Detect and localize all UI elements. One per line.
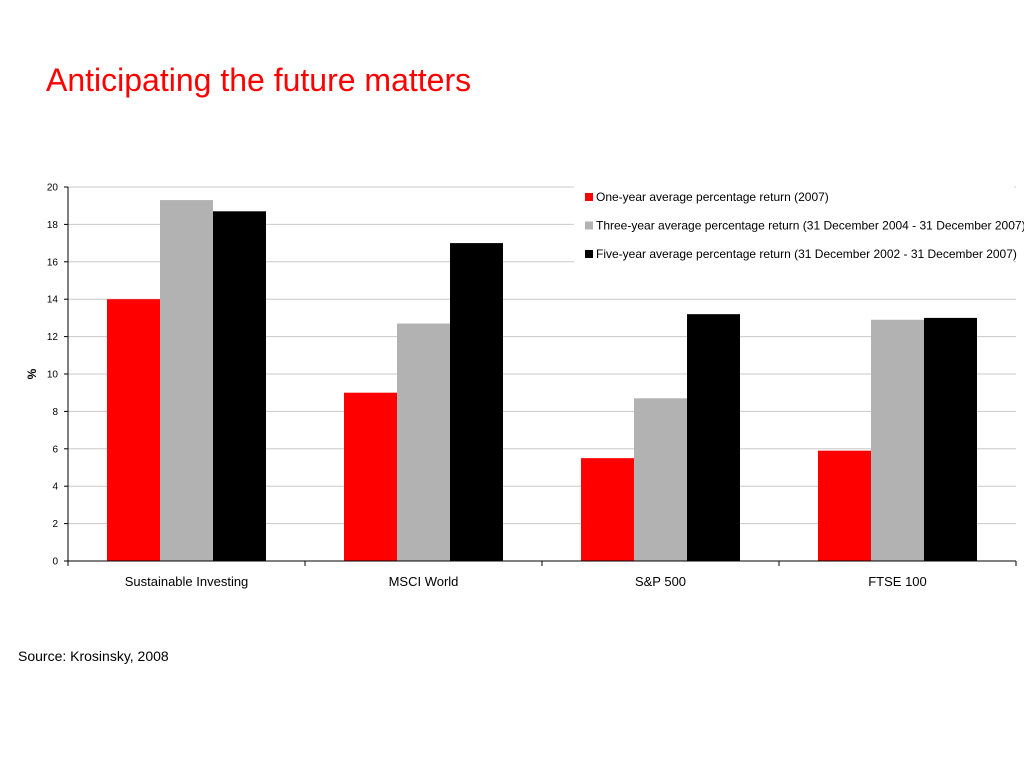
bar	[634, 398, 687, 561]
bar	[450, 243, 503, 561]
legend-label: Five-year average percentage return (31 …	[596, 247, 1017, 261]
x-tick-label: S&P 500	[635, 574, 686, 589]
x-tick-label: Sustainable Investing	[125, 574, 249, 589]
bar	[687, 314, 740, 561]
bar	[344, 392, 397, 561]
bar	[160, 200, 213, 561]
x-tick-label: FTSE 100	[868, 574, 927, 589]
y-tick-label: 10	[47, 370, 59, 381]
legend-swatch	[585, 193, 593, 201]
y-tick-label: 14	[47, 295, 59, 306]
y-tick-label: 2	[52, 519, 58, 530]
legend-swatch	[585, 221, 593, 230]
legend-label: One-year average percentage return (2007…	[596, 190, 829, 204]
y-tick-label: 16	[47, 257, 59, 268]
legend-swatch	[585, 250, 593, 258]
bar	[924, 317, 977, 561]
bar	[818, 450, 871, 561]
bar	[397, 323, 450, 561]
y-tick-label: 20	[47, 183, 59, 194]
y-tick-label: 0	[52, 557, 58, 568]
bar	[107, 299, 160, 561]
y-tick-label: 12	[47, 332, 59, 343]
y-tick-label: 18	[47, 220, 59, 231]
bar	[581, 458, 634, 561]
bar	[871, 319, 924, 561]
bar	[213, 211, 266, 561]
slide-title: Anticipating the future matters	[46, 62, 472, 98]
y-tick-label: 4	[52, 482, 58, 493]
bar-chart: 0 2 4 6 8 10 12 14 16 18 20% Sustainable Investing M…	[25, 182, 1024, 589]
legend-label: Three-year average percentage return (31…	[596, 219, 1024, 233]
x-tick-label: MSCI World	[389, 574, 459, 589]
source-note: Source: Krosinsky, 2008	[18, 648, 169, 664]
y-axis-label: %	[25, 368, 39, 379]
legend-box	[574, 182, 1014, 268]
y-tick-label: 6	[52, 444, 58, 455]
y-tick-label: 8	[52, 407, 58, 418]
